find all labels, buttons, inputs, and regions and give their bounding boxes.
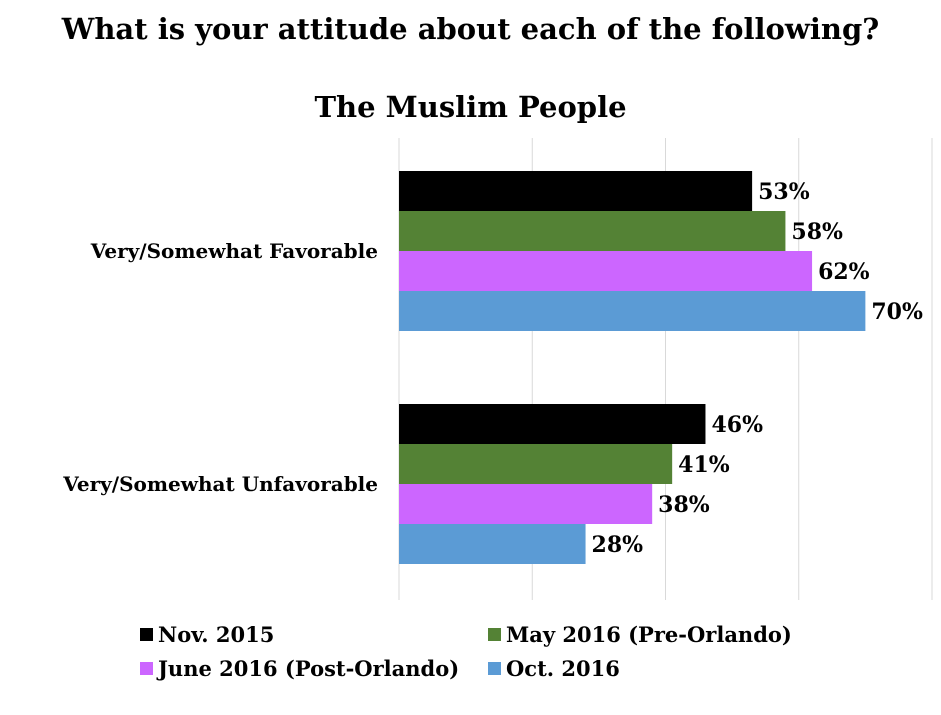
data-label: 41% [678,452,730,478]
legend-item-oct-2016: Oct. 2016 [488,656,620,681]
legend-swatch [140,662,153,675]
category-label: Very/Somewhat Unfavorable [62,472,378,496]
legend-label: Oct. 2016 [506,656,620,681]
bar [399,291,866,331]
legend-item-june-2016: June 2016 (Post-Orlando) [140,656,459,681]
data-label: 46% [711,412,763,438]
bar [399,444,673,484]
legend-label: June 2016 (Post-Orlando) [158,656,460,681]
legend-label: May 2016 (Pre-Orlando) [506,622,792,647]
data-label: 38% [658,492,710,518]
legend-swatch [488,628,501,641]
data-label: 28% [592,532,644,558]
data-label: 70% [871,299,923,325]
chart-title: What is your attitude about each of the … [61,12,880,46]
chart-subtitle: The Muslim People [314,90,627,124]
legend-swatch [140,628,153,641]
bar [399,211,786,251]
data-label: 53% [758,179,810,205]
legend-item-may-2016: May 2016 (Pre-Orlando) [488,622,792,647]
category-label: Very/Somewhat Favorable [90,239,378,263]
bar [399,171,753,211]
bar [399,524,586,564]
bar [399,484,653,524]
bar [399,404,706,444]
data-label: 58% [791,219,843,245]
legend-swatch [488,662,501,675]
legend-label: Nov. 2015 [158,622,275,647]
data-label: 62% [818,259,870,285]
bar [399,251,813,291]
legend-item-nov-2015: Nov. 2015 [140,622,274,647]
